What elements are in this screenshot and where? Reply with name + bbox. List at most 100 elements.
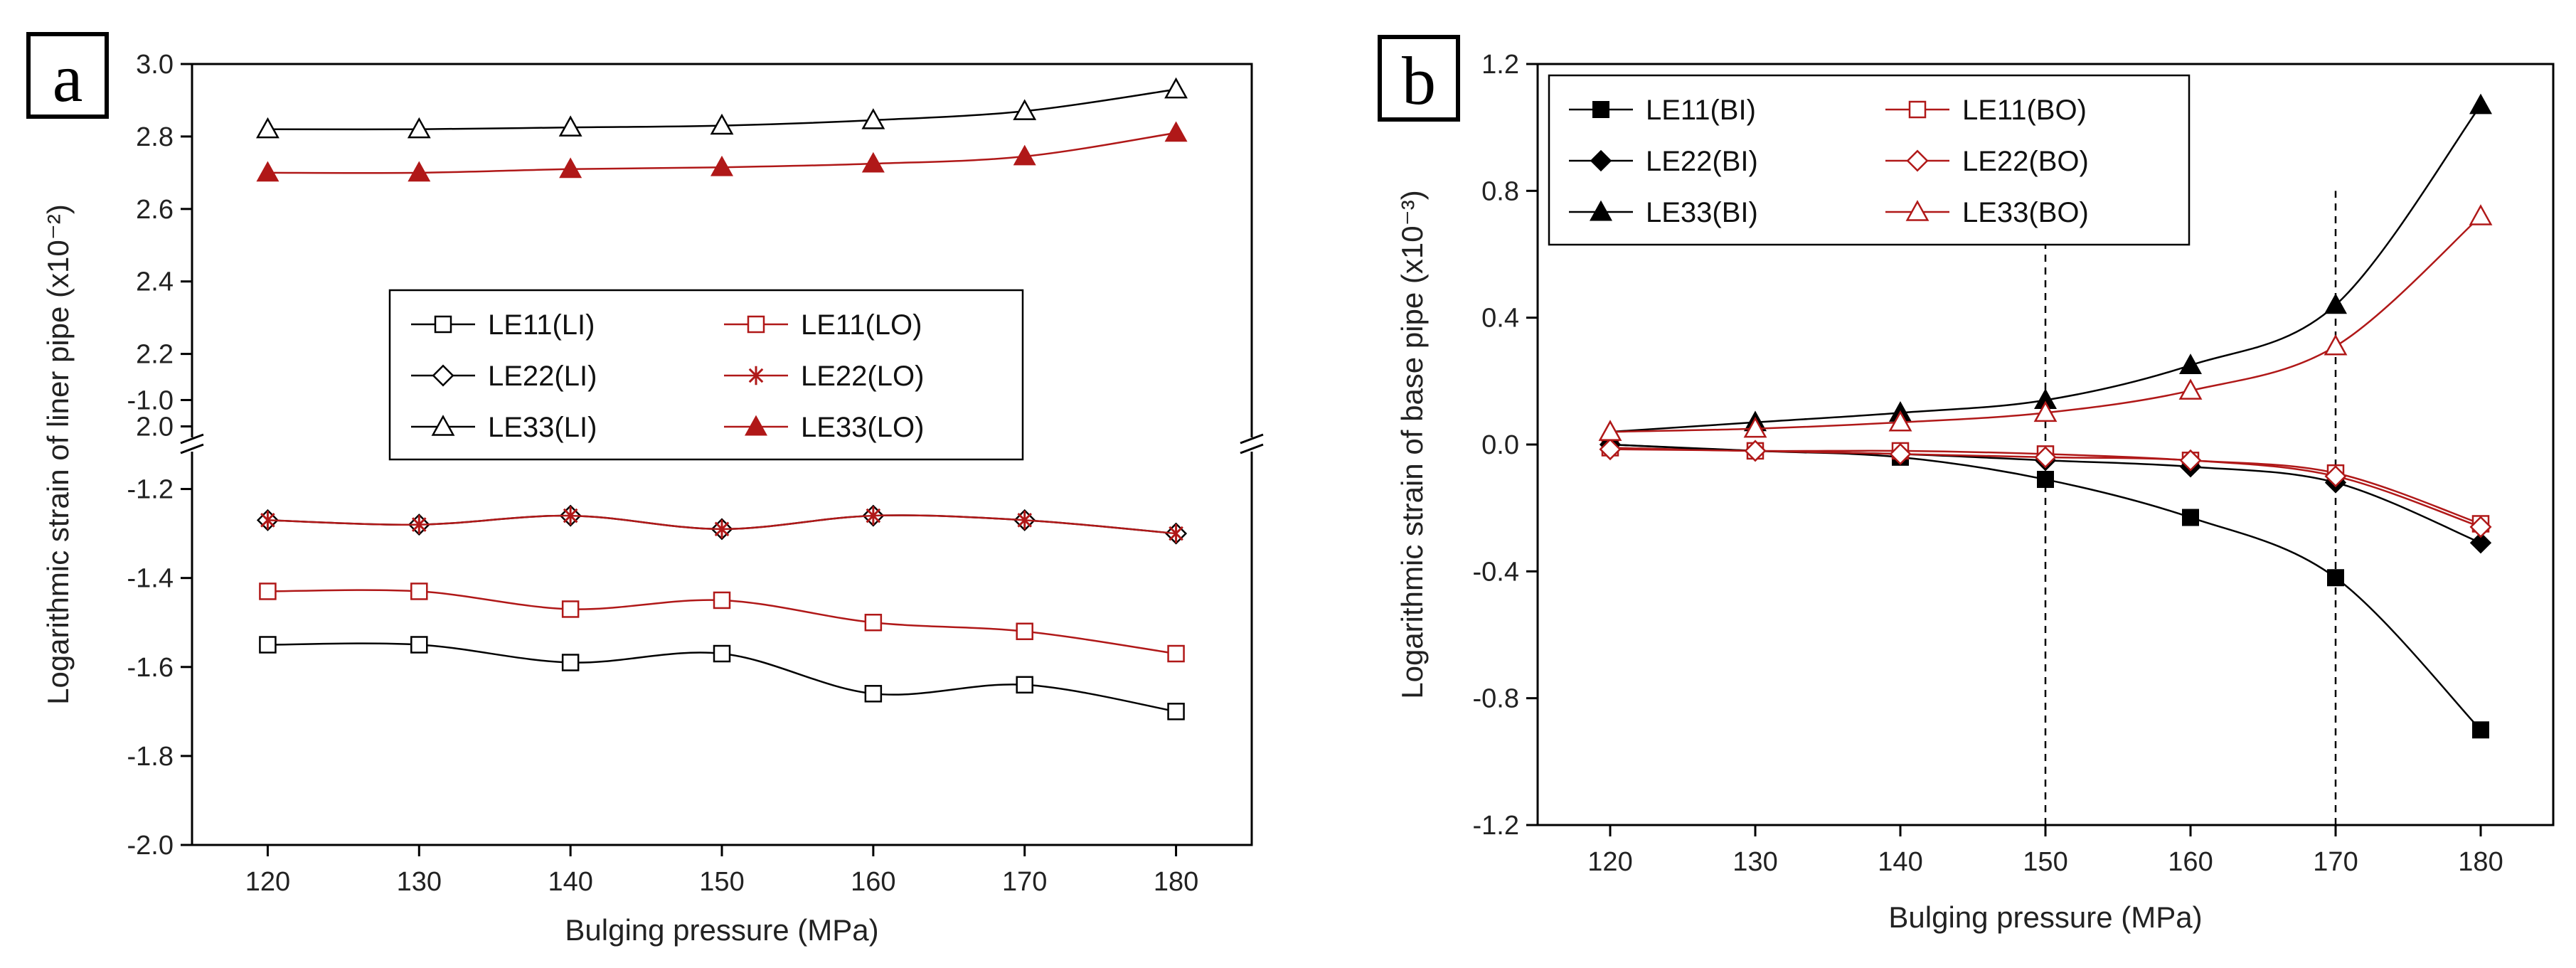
panel-a-series-LE22(LO) (260, 506, 1183, 543)
panel-a-data-point (1017, 511, 1033, 530)
panel-b-legend-entry: LE33(BO) (1962, 197, 2089, 228)
panel-a-y-tick-label: 2.8 (136, 122, 174, 152)
panel-b-y-tick-label: -0.8 (1473, 684, 1519, 714)
panel-a-data-point (864, 613, 883, 632)
panel-a-series-LE11(LI) (259, 636, 1185, 720)
panel-b-x-tick-label: 130 (1733, 847, 1777, 877)
panel-b-y-tick-label: 0.0 (1481, 430, 1519, 460)
panel-a-data-point (561, 600, 580, 618)
panel-a-data-point (713, 644, 731, 663)
panel-b-data-point (2033, 400, 2058, 422)
panel-a-data-point (1016, 676, 1033, 694)
panel-a-legend-marker (745, 415, 767, 436)
panel-b-data-point (2034, 446, 2057, 469)
panel-a-data-point (861, 108, 885, 129)
panel-b-y-tick-label: -1.2 (1473, 811, 1519, 841)
panel-a-x-tick-label: 160 (851, 867, 895, 897)
panel-a-series-LE33(LI) (256, 77, 1188, 139)
panel-a-data-point (561, 654, 580, 671)
panel-a-data-point (563, 506, 578, 526)
panel-a-data-point (1013, 144, 1036, 166)
panel-a-x-tick-label: 170 (1002, 867, 1047, 897)
panel-b-series-LE33(BO) (1598, 204, 2493, 441)
panel-a-legend-marker (431, 415, 455, 436)
panel-a-data-point (410, 636, 428, 654)
panel-b-data-point (2469, 204, 2493, 225)
panel-a-data-point (256, 117, 280, 139)
panel-b-data-point (2324, 293, 2347, 314)
panel-a-y-tick-label: 3.0 (136, 50, 174, 80)
panel-b-data-point (2469, 93, 2492, 115)
panel-a-legend-marker (432, 364, 454, 387)
panel-b-data-point (2037, 471, 2054, 489)
panel-a-data-point (864, 685, 883, 703)
panel-b-data-point (2327, 569, 2344, 587)
panel-b-series-LE22(BO) (1599, 438, 2492, 538)
panel-b-legend-marker (1906, 149, 1929, 172)
panel-a-y-tick-label: -1.4 (127, 564, 174, 594)
panel-b-data-point (2179, 449, 2202, 472)
panel-a-legend-entry: LE22(LI) (488, 361, 597, 392)
panel-b-data-point (2469, 532, 2492, 554)
panel-a-series-LE11(LO) (259, 583, 1185, 663)
panel-b-legend-marker (1905, 200, 1930, 221)
panel-b-x-tick-label: 170 (2313, 847, 2358, 877)
panel-b-x-tick-label: 180 (2458, 847, 2503, 877)
panel-b-y-axis-label: Logarithmic strain of base pipe (x10⁻³) (1395, 190, 1429, 699)
panel-b-x-tick-label: 150 (2023, 847, 2067, 877)
panel-b-y-tick-label: 1.2 (1481, 50, 1519, 80)
panel-b-data-point (2178, 378, 2203, 400)
panel-b-data-point (2472, 721, 2489, 739)
panel-a-y-tick-label: 2.0 (136, 413, 174, 442)
panel-a-y-tick-label: 2.4 (136, 267, 174, 297)
panel-a-data-point (411, 515, 427, 534)
panel-b-data-point (2179, 353, 2202, 374)
panel-b-data-point (2324, 334, 2348, 356)
panel-b-y-tick-label: 0.8 (1481, 176, 1519, 206)
panel-a-y-axis-label: Logarithmic strain of liner pipe (x10⁻²) (41, 204, 75, 705)
panel-a-data-point (866, 506, 881, 526)
panel-b-legend: LE11(BI) LE11(BO) LE22(BI) LE22(BO) LE33(BI)… (1548, 74, 2191, 246)
panel-b-legend-marker (1590, 149, 1612, 172)
panel-a-data-point (710, 155, 733, 176)
panel-b-data-point (1598, 420, 1622, 441)
panel-b-legend-marker (1590, 200, 1612, 221)
panel-b-data-point (2182, 509, 2199, 526)
panel-b-data-point (1743, 416, 1767, 438)
panel-a-series-LE33(LO) (256, 121, 1188, 182)
panel-a-x-tick-label: 120 (245, 867, 290, 897)
panel-a-data-point (410, 583, 428, 600)
panel-a-data-point (256, 161, 280, 182)
panel-a-label: a (53, 40, 83, 116)
panel-b-legend-marker (1908, 100, 1927, 119)
panel-b-legend-entry: LE11(BO) (1962, 95, 2087, 126)
panel-b-data-point (2324, 465, 2347, 488)
panel-a-data-point (1164, 77, 1188, 99)
panel-b-legend-entry: LE33(BI) (1646, 197, 1758, 228)
panel-b-chart: 120 130 140 150 160 170 180 -1.2 -0.8 -0.4 0.0 0.4 0… (1378, 35, 2555, 934)
panel-a-legend: LE11(LI) LE11(LO) LE22(LI) LE22(LO) LE33(LI)… (388, 289, 1024, 461)
panel-a-x-tick-label: 180 (1154, 867, 1198, 897)
panel-a-data-point (1016, 622, 1033, 640)
panel-a-y-tick-label: -1.6 (127, 653, 174, 683)
panel-a-x-tick-label: 150 (699, 867, 744, 897)
panel-a-axis-break (180, 433, 1264, 454)
panel-a-data-point (710, 113, 734, 135)
panel-a-legend-marker (747, 315, 765, 334)
panel-a-legend-entry: LE11(LO) (801, 309, 922, 341)
panel-a-x-tick-label: 130 (397, 867, 442, 897)
panel-b-legend-entry: LE22(BI) (1646, 146, 1758, 177)
panel-a-label-box (26, 32, 109, 119)
panel-a-data-point (260, 511, 275, 530)
panel-a-data-point (1167, 644, 1185, 663)
panel-b-x-tick-label: 160 (2168, 847, 2213, 877)
panel-a-legend-entry: LE11(LI) (488, 309, 595, 341)
panel-b-x-axis-label: Bulging pressure (MPa) (1888, 900, 2202, 934)
panel-b-y-tick-label: -0.4 (1473, 557, 1519, 587)
panel-b-legend-box (1548, 74, 2191, 246)
panel-a-data-point (1164, 121, 1188, 142)
panel-a-data-point (407, 117, 431, 139)
panel-b-legend-entry: LE11(BI) (1646, 95, 1756, 126)
panel-a-y-tick-label: 2.2 (136, 340, 174, 370)
